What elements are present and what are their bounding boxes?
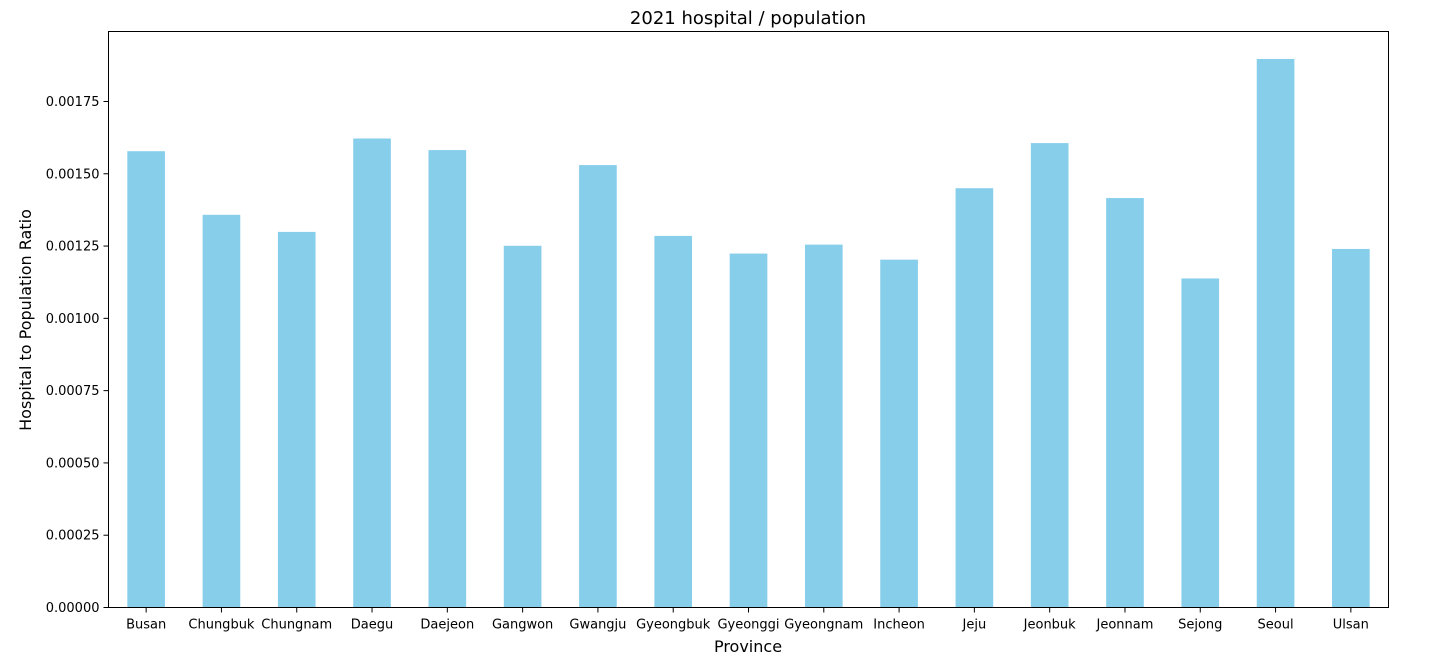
x-tick-label: Jeonnam: [1096, 618, 1154, 633]
bar-jeonnam: [1106, 198, 1144, 608]
bar-gangwon: [503, 245, 542, 608]
bar-jeju: [955, 188, 994, 608]
bar-jeonbuk: [1030, 143, 1069, 608]
plot-frame: [108, 31, 1389, 608]
y-tick-label: 0.00150: [46, 167, 100, 182]
y-tick-label: 0.00075: [46, 384, 100, 399]
x-tick-label: Daegu: [351, 618, 393, 633]
bar-daegu: [353, 138, 391, 608]
bar-chungbuk: [202, 214, 241, 608]
x-tick-label: Chungnam: [261, 618, 332, 633]
bar-daejeon: [428, 150, 467, 608]
x-tick-label: Gyeonggi: [717, 618, 779, 633]
bar-incheon: [880, 259, 918, 608]
x-tick-label: Jeju: [962, 618, 987, 633]
x-tick-label: Ulsan: [1333, 618, 1369, 633]
x-tick-label: Gangwon: [492, 618, 553, 633]
x-tick-label: Gyeongnam: [784, 618, 863, 633]
plot-area: [127, 58, 1370, 608]
bar-gyeonggi: [729, 253, 768, 608]
bar-gyeongnam: [804, 244, 843, 608]
y-tick-label: 0.00125: [46, 240, 100, 255]
x-tick-label: Sejong: [1178, 618, 1222, 633]
bar-gyeongbuk: [654, 235, 693, 608]
x-tick-label: Jeonbuk: [1023, 618, 1077, 633]
x-tick-label: Daejeon: [420, 618, 474, 633]
bar-sejong: [1181, 278, 1220, 608]
x-axis: Busan Chungbuk Chungnam Daegu Daejeon Gangwon…: [126, 607, 1369, 633]
y-tick-label: 0.00100: [46, 312, 100, 327]
x-tick-label: Chungbuk: [188, 618, 255, 633]
bar-chungnam: [277, 231, 316, 608]
y-tick-label: 0.00025: [46, 529, 100, 544]
y-axis: 0.00000 0.00025 0.00050 0.00075 0.00100 0.001…: [46, 95, 109, 616]
bar-seoul: [1256, 58, 1295, 608]
x-tick-label: Gwangju: [569, 618, 626, 633]
bar-gwangju: [579, 165, 617, 608]
x-tick-label: Busan: [126, 618, 166, 633]
x-axis-label: Province: [714, 637, 782, 656]
x-tick-label: Gyeongbuk: [636, 618, 711, 633]
bar-busan: [127, 151, 165, 608]
y-tick-label: 0.00175: [46, 95, 100, 110]
y-tick-label: 0.00050: [46, 456, 100, 471]
y-tick-label: 0.00000: [46, 601, 100, 616]
bar-ulsan: [1332, 248, 1370, 608]
x-tick-label: Seoul: [1258, 618, 1294, 633]
y-axis-label: Hospital to Population Ratio: [16, 209, 35, 431]
x-tick-label: Incheon: [873, 618, 925, 633]
chart-title: 2021 hospital / population: [630, 8, 866, 29]
